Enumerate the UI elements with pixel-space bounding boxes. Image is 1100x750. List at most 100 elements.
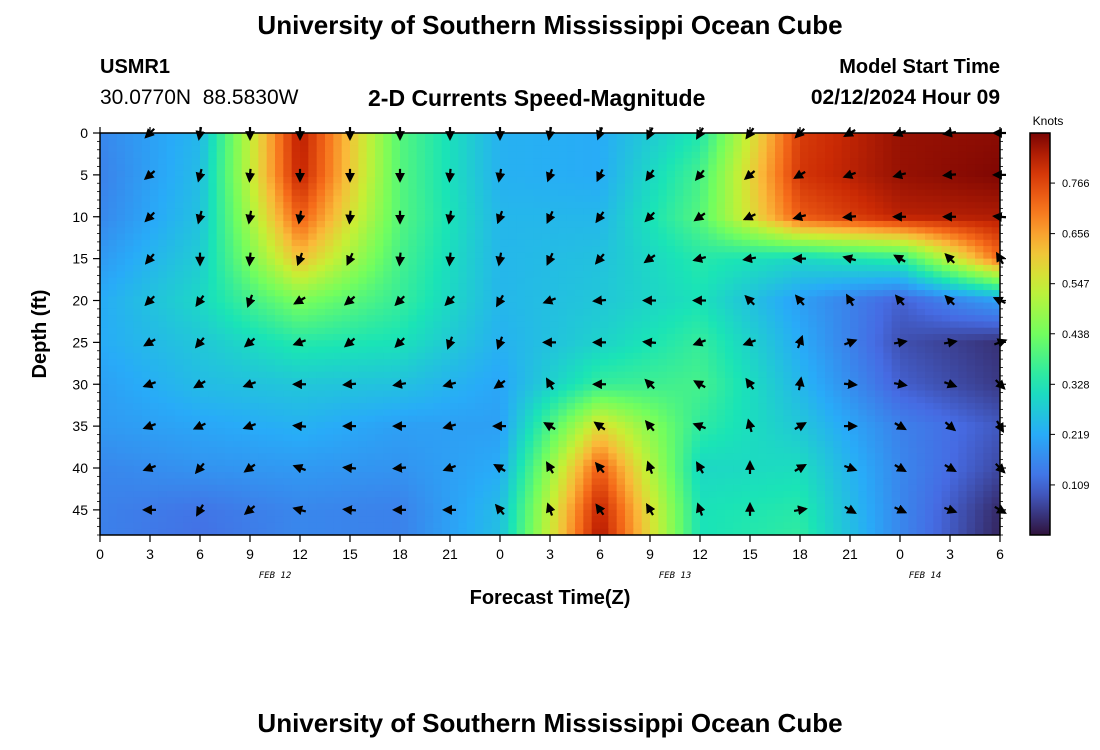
- heatmap-cell: [425, 290, 434, 297]
- heatmap-cell: [991, 334, 1000, 341]
- heatmap-cell: [658, 246, 668, 253]
- heatmap-cell: [516, 283, 526, 291]
- heatmap-cell: [108, 302, 118, 310]
- heatmap-cell: [975, 176, 984, 184]
- heatmap-cell: [583, 239, 593, 247]
- heatmap-cell: [741, 145, 751, 153]
- heatmap-cell: [375, 145, 384, 153]
- heatmap-cell: [391, 365, 401, 373]
- heatmap-cell: [783, 271, 793, 279]
- heatmap-cell: [708, 352, 718, 360]
- heatmap-cell: [408, 352, 418, 360]
- heatmap-cell: [425, 384, 434, 392]
- heatmap-cell: [383, 258, 393, 266]
- heatmap-cell: [358, 384, 368, 392]
- heatmap-cell: [558, 176, 568, 184]
- heatmap-cell: [850, 145, 859, 153]
- heatmap-cell: [500, 227, 509, 235]
- heatmap-cell: [566, 340, 576, 348]
- heatmap-cell: [700, 390, 709, 398]
- heatmap-cell: [583, 227, 593, 235]
- heatmap-cell: [516, 296, 526, 304]
- heatmap-cell: [175, 208, 184, 216]
- heatmap-cell: [258, 359, 268, 367]
- heatmap-cell: [875, 371, 884, 379]
- heatmap-cell: [125, 239, 134, 247]
- heatmap-cell: [691, 409, 701, 417]
- heatmap-cell: [150, 334, 159, 341]
- heatmap-cell: [533, 233, 543, 241]
- heatmap-cell: [975, 271, 984, 279]
- heatmap-cell: [183, 145, 193, 153]
- heatmap-cell: [441, 409, 451, 417]
- heatmap-cell: [158, 283, 168, 291]
- heatmap-cell: [300, 220, 309, 228]
- heatmap-cell: [341, 258, 351, 266]
- heatmap-cell: [441, 290, 451, 297]
- heatmap-cell: [925, 183, 934, 191]
- heatmap-cell: [408, 233, 418, 241]
- heatmap-cell: [966, 195, 976, 203]
- heatmap-cell: [741, 403, 751, 410]
- heatmap-cell: [608, 246, 618, 253]
- heatmap-cell: [783, 246, 793, 253]
- heatmap-cell: [991, 290, 1000, 297]
- heatmap-cell: [141, 396, 151, 404]
- heatmap-cell: [833, 227, 843, 235]
- heatmap-cell: [900, 277, 909, 285]
- heatmap-cell: [408, 164, 418, 172]
- heatmap-cell: [825, 315, 834, 323]
- heatmap-cell: [416, 384, 426, 392]
- heatmap-cell: [508, 283, 518, 291]
- heatmap-cell: [833, 220, 843, 228]
- heatmap-cell: [308, 415, 318, 423]
- heatmap-cell: [500, 271, 509, 279]
- heatmap-cell: [175, 334, 184, 341]
- heatmap-cell: [858, 277, 868, 285]
- heatmap-cell: [183, 377, 193, 385]
- heatmap-cell: [225, 409, 234, 417]
- heatmap-cell: [850, 133, 859, 140]
- heatmap-cell: [875, 164, 884, 172]
- heatmap-cell: [466, 334, 476, 341]
- heatmap-cell: [241, 346, 251, 354]
- heatmap-cell: [508, 139, 518, 147]
- heatmap-cell: [766, 176, 776, 184]
- heatmap-cell: [400, 164, 409, 172]
- heatmap-cell: [658, 170, 668, 178]
- heatmap-cell: [708, 214, 718, 222]
- heatmap-cell: [416, 403, 426, 410]
- heatmap-cell: [758, 409, 768, 417]
- heatmap-cell: [283, 359, 293, 367]
- heatmap-cell: [475, 396, 484, 404]
- heatmap-cell: [183, 195, 193, 203]
- heatmap-cell: [491, 308, 501, 316]
- heatmap-cell: [800, 346, 809, 354]
- heatmap-cell: [666, 396, 676, 404]
- heatmap-cell: [933, 308, 943, 316]
- heatmap-cell: [800, 308, 809, 316]
- heatmap-cell: [608, 302, 618, 310]
- heatmap-cell: [441, 277, 451, 285]
- heatmap-cell: [733, 283, 743, 291]
- heatmap-cell: [541, 321, 551, 329]
- heatmap-cell: [341, 315, 351, 323]
- heatmap-cell: [816, 252, 826, 260]
- heatmap-cell: [933, 264, 943, 272]
- heatmap-cell: [858, 340, 868, 348]
- heatmap-cell: [933, 252, 943, 260]
- heatmap-cell: [200, 189, 209, 197]
- heatmap-cell: [250, 302, 259, 310]
- heatmap-cell: [800, 164, 809, 172]
- heatmap-cell: [775, 208, 784, 216]
- heatmap-cell: [933, 164, 943, 172]
- heatmap-cell: [841, 415, 851, 423]
- heatmap-cell: [308, 290, 318, 297]
- heatmap-cell: [983, 145, 993, 153]
- heatmap-cell: [450, 164, 459, 172]
- heatmap-cell: [875, 396, 884, 404]
- heatmap-cell: [141, 176, 151, 184]
- heatmap-cell: [341, 164, 351, 172]
- heatmap-cell: [141, 327, 151, 335]
- heatmap-cell: [816, 340, 826, 348]
